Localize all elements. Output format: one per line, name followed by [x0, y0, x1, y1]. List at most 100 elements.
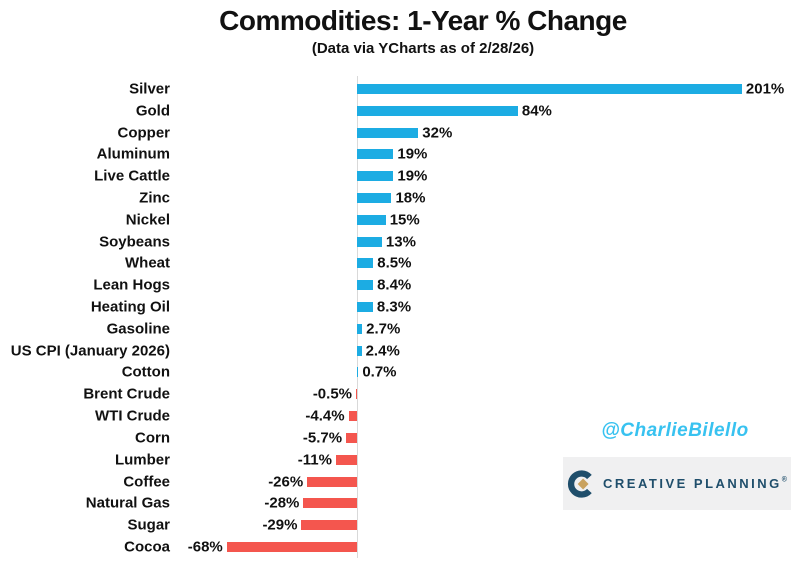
negative-bar	[335, 454, 357, 465]
positive-bar	[357, 214, 386, 225]
category-label: Corn	[135, 429, 170, 447]
chart-row: Silver 201%	[0, 78, 800, 100]
positive-bar	[357, 367, 359, 378]
value-label: -29%	[262, 516, 298, 534]
category-label: Soybeans	[99, 233, 170, 251]
chart-row: WTI Crude -4.4%	[0, 405, 800, 427]
category-label: Gasoline	[106, 320, 170, 338]
chart-row: Gold 84%	[0, 100, 800, 122]
chart-subtitle: (Data via YCharts as of 2/28/26)	[311, 39, 535, 57]
value-label: 84%	[521, 102, 552, 120]
positive-bar	[357, 192, 392, 203]
value-label: 32%	[422, 124, 453, 142]
value-label: 18%	[395, 189, 426, 207]
category-label: Lumber	[114, 451, 170, 469]
chart-row: Gasoline 2.7%	[0, 318, 800, 340]
positive-bar	[357, 127, 419, 138]
value-label: -11%	[297, 451, 332, 469]
positive-bar	[357, 323, 363, 334]
category-label: Sugar	[127, 516, 170, 534]
value-label: 19%	[397, 167, 428, 185]
chart-row: Cocoa -68%	[0, 536, 800, 558]
chart-row: Live Cattle 19%	[0, 165, 800, 187]
value-label: -0.5%	[312, 385, 352, 403]
positive-bar	[357, 302, 373, 313]
positive-bar	[357, 105, 518, 116]
value-label: 15%	[389, 211, 420, 229]
negative-bar	[346, 432, 357, 443]
chart-row: Lumber -11%	[0, 449, 800, 471]
category-label: Wheat	[125, 254, 170, 272]
negative-bar	[301, 520, 357, 531]
chart-row: Wheat 8.5%	[0, 253, 800, 275]
negative-bar	[226, 541, 357, 552]
chart-row: US CPI (January 2026) 2.4%	[0, 340, 800, 362]
category-label: Silver	[129, 80, 170, 98]
chart-row: Zinc 18%	[0, 187, 800, 209]
value-label: 201%	[745, 80, 785, 98]
category-label: Natural Gas	[85, 494, 170, 512]
positive-bar	[357, 83, 742, 94]
chart-row: Brent Crude -0.5%	[0, 383, 800, 405]
negative-bar	[348, 411, 357, 422]
category-label: Nickel	[125, 211, 170, 229]
chart-row: Aluminum 19%	[0, 143, 800, 165]
category-label: Live Cattle	[94, 167, 170, 185]
category-label: Brent Crude	[83, 385, 170, 403]
negative-bar	[303, 498, 357, 509]
creative-planning-logo: CREATIVE PLANNING®	[563, 457, 791, 510]
registered-trademark-icon: ®	[781, 476, 787, 484]
value-label: 13%	[385, 233, 416, 251]
category-label: WTI Crude	[95, 407, 170, 425]
chart-row: Cotton 0.7%	[0, 362, 800, 384]
chart-title: Commodities: 1-Year % Change	[219, 5, 627, 36]
category-label: Lean Hogs	[93, 276, 170, 294]
category-label: Copper	[117, 124, 171, 142]
category-label: Zinc	[139, 189, 170, 207]
twitter-handle: @CharlieBilello	[601, 420, 749, 441]
creative-planning-c-icon	[568, 469, 592, 498]
positive-bar	[357, 345, 362, 356]
chart-row: Corn -5.7%	[0, 427, 800, 449]
value-label: 8.4%	[377, 276, 412, 294]
chart-row: Sugar -29%	[0, 514, 800, 536]
zero-axis-line	[357, 76, 358, 558]
chart-row: Heating Oil 8.3%	[0, 296, 800, 318]
negative-bar	[356, 389, 357, 400]
chart-row: Copper 32%	[0, 122, 800, 144]
logo-text: CREATIVE PLANNING	[603, 475, 782, 491]
value-label: 2.7%	[366, 320, 401, 338]
bar-chart: Silver 201% Gold 84% Copper 32% Aluminum 19% Liv…	[0, 78, 800, 558]
value-label: 8.3%	[376, 298, 412, 316]
value-label: -28%	[264, 494, 300, 512]
category-label: Gold	[135, 102, 170, 120]
positive-bar	[357, 171, 394, 182]
chart-row: Nickel 15%	[0, 209, 800, 231]
category-label: Aluminum	[96, 145, 170, 163]
chart-row: Soybeans 13%	[0, 231, 800, 253]
value-label: 8.5%	[377, 254, 412, 272]
chart-row: Natural Gas -28%	[0, 492, 800, 514]
value-label: 0.7%	[362, 363, 397, 381]
category-label: US CPI (January 2026)	[10, 342, 170, 360]
chart-header: Commodities: 1-Year % Change (Data via Y…	[46, 5, 800, 57]
category-label: Cocoa	[124, 538, 170, 556]
value-label: -5.7%	[302, 429, 343, 447]
value-label: -26%	[268, 473, 304, 491]
chart-row: Coffee -26%	[0, 471, 800, 493]
value-label: 19%	[397, 145, 428, 163]
category-label: Cotton	[121, 363, 170, 381]
logo-wordmark: CREATIVE PLANNING®	[603, 475, 787, 493]
positive-bar	[357, 149, 394, 160]
positive-bar	[357, 236, 382, 247]
category-label: Heating Oil	[90, 298, 170, 316]
value-label: 2.4%	[365, 342, 400, 360]
chart-row: Lean Hogs 8.4%	[0, 274, 800, 296]
negative-bar	[307, 476, 357, 487]
value-label: -68%	[187, 538, 223, 556]
positive-bar	[357, 280, 374, 291]
positive-bar	[357, 258, 374, 269]
value-label: -4.4%	[305, 407, 345, 425]
category-label: Coffee	[123, 473, 170, 491]
